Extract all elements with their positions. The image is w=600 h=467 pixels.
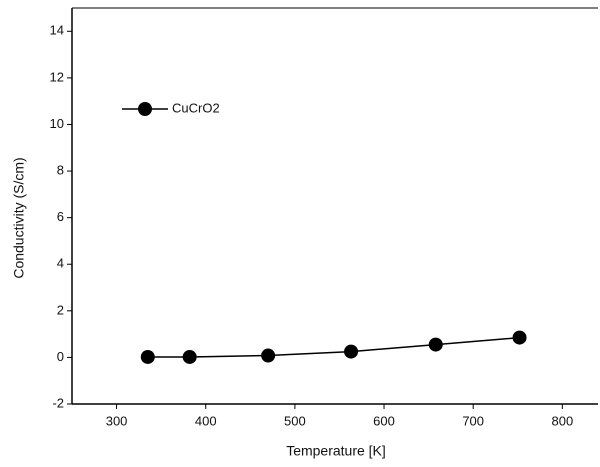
- y-axis-label: Conductivity (S/cm): [11, 157, 27, 278]
- legend-label: CuCrO2: [172, 100, 220, 115]
- y-tick-label: 12: [50, 69, 64, 84]
- x-tick-label: 300: [106, 413, 128, 428]
- data-point: [428, 337, 443, 352]
- y-tick-label: 8: [57, 162, 64, 177]
- x-axis-label: Temperature [K]: [286, 443, 386, 459]
- data-point: [182, 349, 197, 364]
- data-point: [261, 348, 276, 363]
- x-tick-label: 400: [195, 413, 217, 428]
- series-line: [147, 336, 520, 358]
- x-tick-label: 800: [551, 413, 573, 428]
- y-tick-label: 4: [57, 256, 64, 271]
- data-point: [512, 330, 527, 345]
- x-tick-label: 700: [462, 413, 484, 428]
- x-tick-label: 500: [284, 413, 306, 428]
- x-tick-label: 600: [373, 413, 395, 428]
- y-tick-label: 0: [57, 349, 64, 364]
- y-tick-label: 10: [50, 116, 64, 131]
- data-point: [344, 344, 359, 359]
- y-tick-label: -2: [52, 395, 64, 410]
- y-tick-label: 14: [50, 23, 64, 38]
- y-tick-label: 6: [57, 209, 64, 224]
- data-point: [140, 349, 155, 364]
- legend-marker: [138, 102, 152, 116]
- y-tick-label: 2: [57, 302, 64, 317]
